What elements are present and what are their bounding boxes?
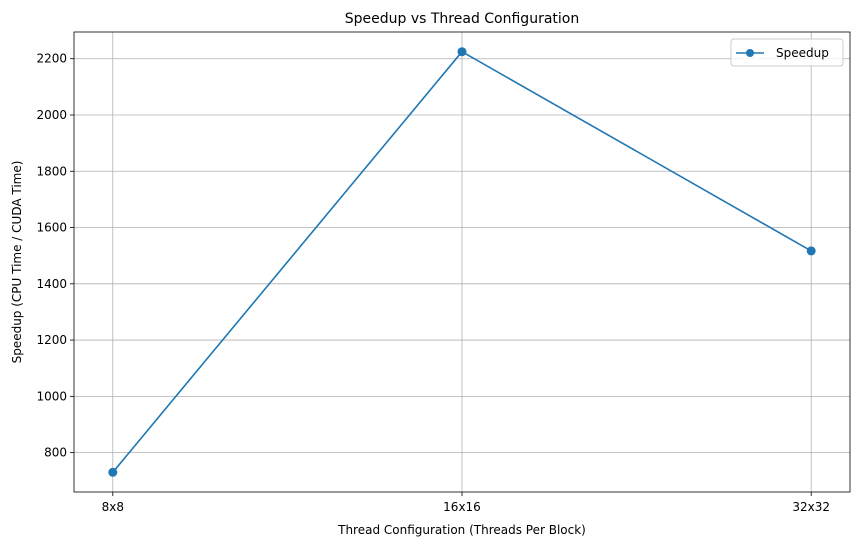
- y-tick-label: 2000: [36, 108, 67, 122]
- x-axis-ticks: 8x8 16x16 32x32: [102, 492, 830, 514]
- y-tick-label: 1000: [36, 389, 67, 403]
- y-tick-label: 1600: [36, 221, 67, 235]
- data-point: [806, 246, 816, 256]
- x-tick-label: 32x32: [792, 500, 830, 514]
- data-point: [108, 467, 118, 477]
- x-tick-label: 16x16: [443, 500, 481, 514]
- series-layer: [108, 47, 816, 477]
- grid-lines: [74, 32, 850, 492]
- y-axis-ticks: 800 1000 1200 1400 1600 1800 2000 2200: [36, 52, 74, 460]
- x-axis-label: Thread Configuration (Threads Per Block): [337, 523, 586, 537]
- y-tick-label: 800: [44, 446, 67, 460]
- chart-title: Speedup vs Thread Configuration: [345, 11, 579, 27]
- legend: Speedup: [730, 38, 844, 67]
- y-tick-label: 1200: [36, 333, 67, 347]
- y-tick-label: 1400: [36, 277, 67, 291]
- legend-label-speedup: Speedup: [776, 46, 829, 60]
- y-tick-label: 2200: [36, 52, 67, 66]
- y-tick-label: 1800: [36, 164, 67, 178]
- x-tick-label: 8x8: [102, 500, 124, 514]
- data-point: [457, 47, 467, 57]
- legend-marker-swatch: [746, 49, 754, 57]
- legend-box: [730, 38, 844, 67]
- y-axis-label: Speedup (CPU Time / CUDA Time): [10, 161, 24, 364]
